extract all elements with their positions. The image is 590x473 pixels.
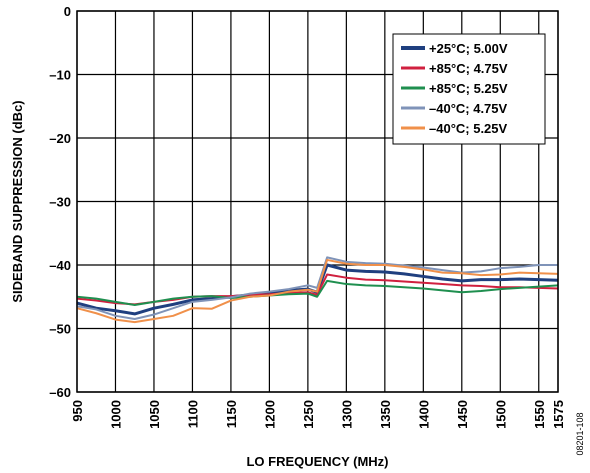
- x-tick-label: 1150: [224, 400, 239, 428]
- y-tick-label: –10: [49, 68, 71, 83]
- x-tick-label: 1500: [493, 400, 508, 429]
- x-axis-title: LO FREQUENCY (MHz): [246, 454, 388, 469]
- x-tick-label: 1000: [108, 400, 123, 429]
- series-line-3: [76, 279, 559, 306]
- y-tick-label: –50: [49, 322, 71, 337]
- y-tick-label: –30: [49, 195, 71, 210]
- y-axis-title: SIDEBAND SUPPRESSION (dBc): [10, 100, 25, 302]
- x-tick-label: 1400: [416, 400, 431, 429]
- y-tick-label: –60: [49, 385, 71, 400]
- legend: +25°C; 5.00V +85°C; 4.75V +85°C; 5.25V –40°…: [392, 33, 546, 145]
- x-tick-label: 1100: [185, 400, 200, 428]
- figure-id: 08201-108: [575, 412, 585, 455]
- series-lines: [76, 256, 559, 324]
- legend-label: +25°C; 5.00V: [429, 41, 508, 56]
- series-line-5: [76, 258, 559, 324]
- legend-label: –40°C; 4.75V: [429, 101, 508, 116]
- x-tick-label: 1300: [339, 400, 354, 429]
- legend-label: –40°C; 5.25V: [429, 121, 508, 136]
- x-tick-label: 1350: [378, 400, 393, 429]
- legend-label: +85°C; 4.75V: [429, 61, 508, 76]
- x-tick-label: 1050: [147, 400, 162, 429]
- plot-frame: [76, 10, 559, 393]
- x-tick-label: 1450: [455, 400, 470, 429]
- y-tick-label: 0: [64, 4, 71, 19]
- x-tick-label: 1575: [551, 400, 566, 429]
- x-tick-label: 1250: [301, 400, 316, 429]
- y-tick-label: –40: [49, 258, 71, 273]
- x-tick-label: 1550: [532, 400, 547, 429]
- x-tick-label: 950: [70, 400, 85, 422]
- legend-label: +85°C; 5.25V: [429, 81, 508, 96]
- x-tick-label: 1200: [262, 400, 277, 429]
- series-line-4: [76, 256, 558, 320]
- y-tick-label: –20: [49, 131, 71, 146]
